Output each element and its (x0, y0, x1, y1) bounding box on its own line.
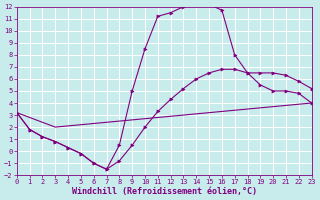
X-axis label: Windchill (Refroidissement éolien,°C): Windchill (Refroidissement éolien,°C) (72, 187, 257, 196)
